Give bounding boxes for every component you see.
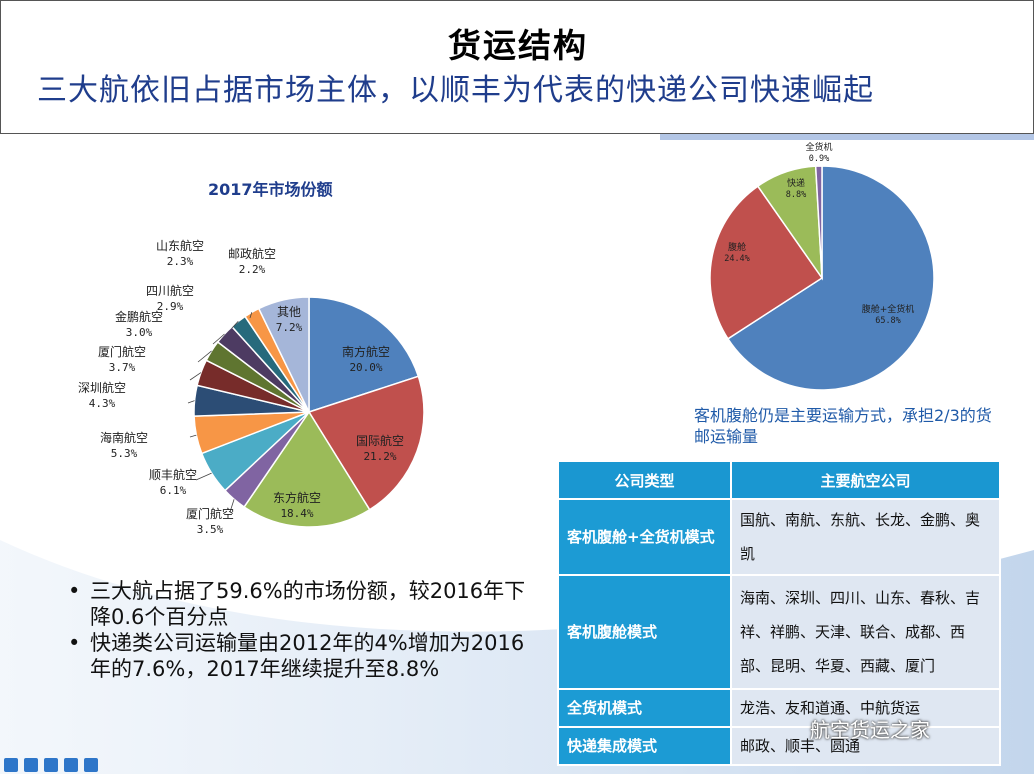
slide-header: 货运结构 三大航依旧占据市场主体，以顺丰为代表的快递公司快速崛起 [0, 0, 1034, 134]
market-share-chart-title: 2017年市场份额 [208, 180, 333, 199]
watermark-text: 航空货运之家 [810, 718, 930, 742]
slice-label: 全货机 [805, 141, 832, 153]
slice-label: 厦门航空 [186, 506, 234, 521]
page-title: 货运结构 [448, 26, 588, 65]
leader-line [195, 472, 212, 481]
leader-line [189, 372, 202, 381]
slice-value: 7.2% [276, 321, 303, 334]
mic-icon[interactable] [4, 758, 18, 772]
slice-label: 顺丰航空 [149, 467, 197, 482]
slice-value: 6.1% [160, 484, 187, 497]
row-type: 客机腹舱+全货机模式 [557, 498, 732, 576]
table-row: 快递集成模式 邮政、顺丰、圆通 [557, 726, 1001, 766]
pie-slice [257, 296, 310, 413]
slice-label: 东方航空 [273, 490, 321, 505]
keyboard-icon[interactable] [24, 758, 38, 772]
slice-label: 金鹏航空 [115, 309, 163, 324]
slice-value: 0.9% [809, 154, 829, 164]
slice-value: 2.2% [239, 263, 266, 276]
shirt-icon[interactable] [64, 758, 78, 772]
slice-label: 南方航空 [342, 344, 390, 359]
page-subtitle: 三大航依旧占据市场主体，以顺丰为代表的快递公司快速崛起 [37, 73, 874, 108]
column-header-companies: 主要航空公司 [730, 460, 1001, 500]
bullet-item: 快递类公司运输量由2012年的4%增加为2016年的7.6%，2017年继续提升… [68, 630, 538, 682]
bullet-item: 三大航占据了59.6%的市场份额，较2016年下降0.6个百分点 [68, 578, 538, 630]
slice-label: 腹舱+全货机 [862, 303, 915, 315]
slice-label: 国际航空 [356, 433, 404, 448]
slice-value: 5.3% [111, 447, 138, 460]
slice-label: 山东航空 [156, 238, 204, 253]
pie-slice [307, 375, 425, 511]
pie-slice [709, 185, 824, 340]
row-type: 客机腹舱模式 [557, 574, 732, 690]
row-type: 全货机模式 [557, 688, 732, 728]
slice-label: 快递 [787, 177, 805, 189]
row-companies: 邮政、顺丰、圆通 [730, 726, 1001, 766]
taskbar [0, 756, 114, 774]
header-accent-bar [660, 134, 1034, 140]
pie-slice [726, 165, 935, 391]
slice-label: 腹舱 [728, 241, 746, 253]
slice-value: 3.5% [197, 523, 224, 536]
leader-line [249, 312, 253, 319]
leader-line [231, 321, 239, 329]
slice-value: 24.4% [724, 254, 750, 264]
leader-line [187, 400, 195, 404]
slice-label: 邮政航空 [228, 246, 276, 261]
row-companies: 龙浩、友和道通、中航货运 [730, 688, 1001, 728]
slice-value: 2.3% [167, 255, 194, 268]
bullet-list: 三大航占据了59.6%的市场份额，较2016年下降0.6个百分点 快递类公司运输… [68, 578, 538, 682]
airline-type-table: 公司类型 主要航空公司 客机腹舱+全货机模式 国航、南航、东航、长龙、金鹏、奥凯… [557, 460, 1001, 766]
leader-line [212, 333, 225, 345]
slice-value: 18.4% [280, 507, 313, 520]
leader-line [229, 499, 235, 513]
slice-value: 65.8% [875, 316, 901, 326]
slice-value: 21.2% [363, 450, 396, 463]
transport-mode-note: 客机腹舱仍是主要运输方式，承担2/3的货邮运输量 [694, 406, 992, 446]
slice-label: 深圳航空 [78, 380, 126, 395]
grid-icon[interactable] [84, 758, 98, 772]
pie-slice [308, 296, 420, 414]
slice-value: 2.9% [157, 300, 184, 313]
column-header-type: 公司类型 [557, 460, 732, 500]
slice-label: 海南航空 [100, 430, 148, 445]
leader-line [189, 434, 197, 438]
slice-label: 四川航空 [146, 283, 194, 298]
row-companies: 国航、南航、东航、长龙、金鹏、奥凯 [730, 498, 1001, 576]
slice-value: 3.7% [109, 361, 136, 374]
table-row: 客机腹舱模式 海南、深圳、四川、山东、春秋、吉祥、祥鹏、天津、联合、成都、西部、… [557, 574, 1001, 690]
market-share-pie: 南方航空 20.0% 国际航空 21.2% 东方航空 18.4% 厦门航空 3.5% 顺丰航空 6… [78, 238, 425, 536]
row-companies: 海南、深圳、四川、山东、春秋、吉祥、祥鹏、天津、联合、成都、西部、昆明、华夏、西… [730, 574, 1001, 690]
slice-label: 厦门航空 [98, 344, 146, 359]
slice-value: 20.0% [349, 361, 382, 374]
table-row: 全货机模式 龙浩、友和道通、中航货运 [557, 688, 1001, 728]
slice-label: 其他 [277, 305, 301, 319]
user-icon[interactable] [44, 758, 58, 772]
table-row: 客机腹舱+全货机模式 国航、南航、东航、长龙、金鹏、奥凯 [557, 498, 1001, 576]
table-header-row: 公司类型 主要航空公司 [557, 460, 1001, 500]
leader-line [197, 350, 212, 363]
slice-value: 4.3% [89, 397, 116, 410]
row-type: 快递集成模式 [557, 726, 732, 766]
slice-value: 8.8% [786, 190, 806, 200]
slice-value: 3.0% [126, 326, 153, 339]
pie-slice [243, 410, 371, 528]
pie-slice [814, 165, 823, 279]
